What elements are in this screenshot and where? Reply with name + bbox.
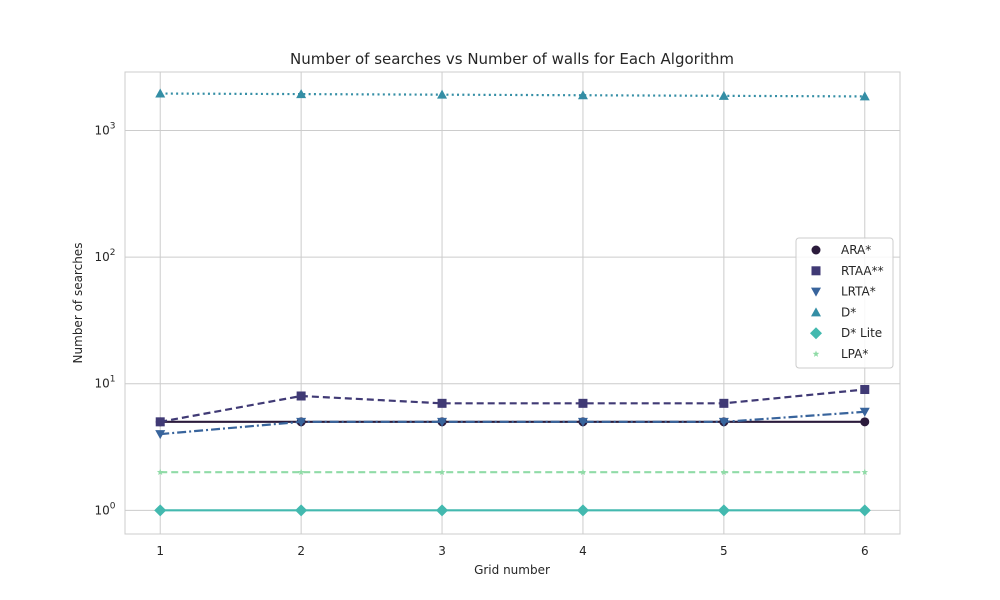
y-tick-exponent: 1 [110,375,116,385]
data-point [154,504,167,517]
y-tick-label: 103 [94,122,115,138]
legend-marker [811,245,821,255]
data-point [719,398,729,408]
legend: ARA* RTAA** LRTA* D* D* Lite LPA* [795,237,894,369]
x-tick-labels: 1 2 3 4 5 6 [156,544,868,558]
y-tick-exponent: 0 [110,501,116,511]
data-point [295,504,308,517]
legend-label: LPA* [841,347,868,361]
y-tick-label: 101 [94,375,115,391]
legend-marker [811,287,821,297]
data-point [860,417,870,427]
y-tick-label: 102 [94,248,115,264]
chart-title: Number of searches vs Number of walls fo… [290,50,734,68]
y-tick-base: 10 [94,250,109,264]
legend-label: D* [841,305,856,319]
series-layer [154,88,871,517]
data-point [437,89,448,99]
data-point [858,504,871,517]
y-tick-base: 10 [94,503,109,517]
x-axis-label: Grid number [474,563,550,577]
series-rtaa [155,385,870,427]
data-point [296,391,306,401]
legend-entry: RTAA** [811,264,884,278]
series-line [160,388,865,423]
y-axis-label: Number of searches [71,243,85,364]
plot-area [125,72,900,534]
legend-marker [810,327,822,340]
x-tick-label: 6 [861,544,869,558]
data-point [576,504,589,517]
data-point [155,417,165,427]
legend-entry: D* [811,305,856,319]
data-point [578,398,588,408]
data-point [155,88,166,98]
legend-label: RTAA** [841,264,884,278]
x-tick-label: 2 [297,544,305,558]
y-tick-exponent: 2 [110,248,116,258]
data-point [718,90,729,100]
data-point [579,468,587,476]
x-tick-label: 1 [156,544,164,558]
legend-entry: ARA* [811,243,871,257]
data-point [717,504,730,517]
data-point [297,468,305,476]
data-point [860,385,870,395]
data-point [859,407,870,417]
y-tick-base: 10 [94,124,109,138]
series-line [160,92,865,98]
data-point [718,417,729,427]
data-point [577,90,588,100]
legend-entry: LPA* [812,347,868,361]
y-tick-label: 100 [94,501,115,517]
data-point [156,468,164,476]
series-line [160,410,865,436]
data-point [437,417,448,427]
plot-frame [124,71,901,535]
legend-entry: LRTA* [811,285,876,299]
data-point [720,468,728,476]
data-point [155,430,166,440]
legend-label: LRTA* [841,285,876,299]
legend-marker [811,307,821,317]
legend-entry: D* Lite [810,326,882,340]
legend-label: ARA* [841,243,871,257]
data-point [859,91,870,101]
data-point [296,89,307,99]
data-point [436,504,449,517]
series-lpa [156,468,869,476]
y-tick-base: 10 [94,377,109,391]
data-point [861,468,869,476]
data-point [296,417,307,427]
x-tick-label: 5 [720,544,728,558]
legend-marker [812,350,820,357]
series-d-lite [154,504,871,517]
x-tick-label: 3 [438,544,446,558]
data-point [437,398,447,408]
data-point [438,468,446,476]
data-point [577,417,588,427]
legend-marker [811,266,821,276]
legend-label: D* Lite [841,326,882,340]
series-d [155,88,870,101]
x-tick-label: 4 [579,544,587,558]
y-tick-exponent: 3 [110,122,116,132]
series-lrta [155,407,870,440]
